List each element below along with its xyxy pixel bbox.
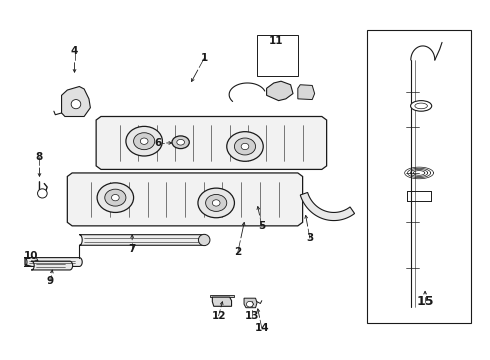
Ellipse shape xyxy=(105,189,126,206)
Ellipse shape xyxy=(246,301,253,307)
Text: 12: 12 xyxy=(211,311,226,321)
Text: 1: 1 xyxy=(200,53,208,63)
Ellipse shape xyxy=(415,103,427,109)
Polygon shape xyxy=(267,81,293,100)
Text: 5: 5 xyxy=(258,221,266,231)
Bar xyxy=(257,35,298,76)
Text: 14: 14 xyxy=(254,323,269,333)
Ellipse shape xyxy=(241,143,249,150)
Text: 4: 4 xyxy=(71,46,78,56)
Polygon shape xyxy=(24,258,82,266)
Ellipse shape xyxy=(140,138,148,144)
Ellipse shape xyxy=(97,183,134,212)
Ellipse shape xyxy=(206,194,227,211)
Ellipse shape xyxy=(411,101,432,111)
Polygon shape xyxy=(31,261,73,270)
Polygon shape xyxy=(62,86,90,117)
Text: 8: 8 xyxy=(36,152,43,162)
Polygon shape xyxy=(244,298,257,308)
Polygon shape xyxy=(79,235,207,245)
Ellipse shape xyxy=(198,188,234,218)
Text: 7: 7 xyxy=(128,244,136,254)
Text: 13: 13 xyxy=(245,311,259,321)
Text: 2: 2 xyxy=(234,247,242,257)
Text: 11: 11 xyxy=(269,36,283,46)
Ellipse shape xyxy=(177,139,185,145)
Ellipse shape xyxy=(212,200,220,206)
Bar xyxy=(368,30,471,323)
Text: 3: 3 xyxy=(306,233,314,243)
Ellipse shape xyxy=(134,133,155,150)
Polygon shape xyxy=(67,173,303,226)
Polygon shape xyxy=(300,193,355,221)
Polygon shape xyxy=(210,294,234,297)
Ellipse shape xyxy=(227,132,263,161)
Text: 15: 15 xyxy=(416,295,434,308)
Ellipse shape xyxy=(126,126,162,156)
Ellipse shape xyxy=(172,136,189,149)
Polygon shape xyxy=(298,85,315,100)
Ellipse shape xyxy=(112,194,119,201)
Text: 10: 10 xyxy=(24,251,39,261)
Polygon shape xyxy=(96,117,327,170)
Polygon shape xyxy=(212,297,232,306)
Text: 9: 9 xyxy=(47,275,54,285)
Text: 6: 6 xyxy=(154,138,161,148)
Ellipse shape xyxy=(71,100,81,109)
Ellipse shape xyxy=(234,138,256,155)
Ellipse shape xyxy=(38,189,47,198)
Ellipse shape xyxy=(198,234,210,246)
